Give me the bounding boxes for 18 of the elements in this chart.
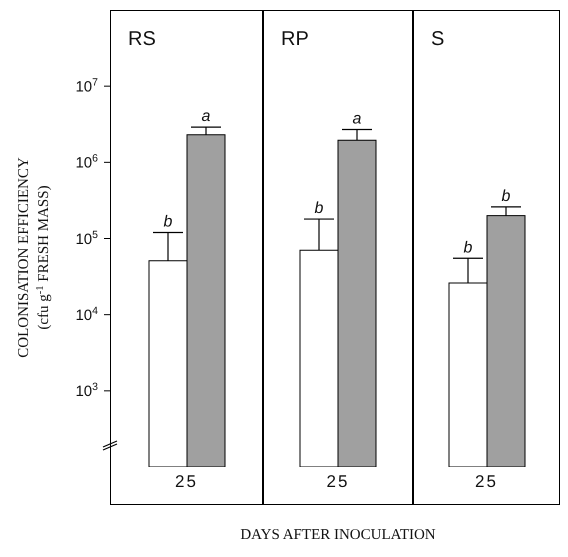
x-tick-label: 25 bbox=[475, 472, 498, 492]
text: RP bbox=[281, 28, 309, 51]
text: RS bbox=[128, 28, 156, 51]
annotation: b bbox=[502, 188, 511, 205]
annotation: b bbox=[164, 213, 173, 230]
annotation: b bbox=[464, 239, 473, 256]
annotation: b bbox=[314, 200, 324, 218]
x-tick-label: 25 bbox=[326, 472, 350, 492]
y-tick-label: 10$^{7}$ bbox=[75, 76, 98, 96]
y-tick-label: 10$^{4}$ bbox=[75, 304, 98, 324]
y-tick-label: 10$^{6}$ bbox=[75, 152, 98, 172]
text: S bbox=[431, 28, 444, 51]
y-tick-label: 10$^{3}$ bbox=[75, 381, 98, 400]
x-axis-title: DAYS AFTER INOCULATION bbox=[239, 527, 437, 544]
annotation: a bbox=[202, 108, 211, 126]
annotation: a bbox=[352, 110, 362, 128]
x-tick-label: 25 bbox=[175, 472, 198, 492]
y-tick-label: 10$^{5}$ bbox=[75, 228, 98, 248]
